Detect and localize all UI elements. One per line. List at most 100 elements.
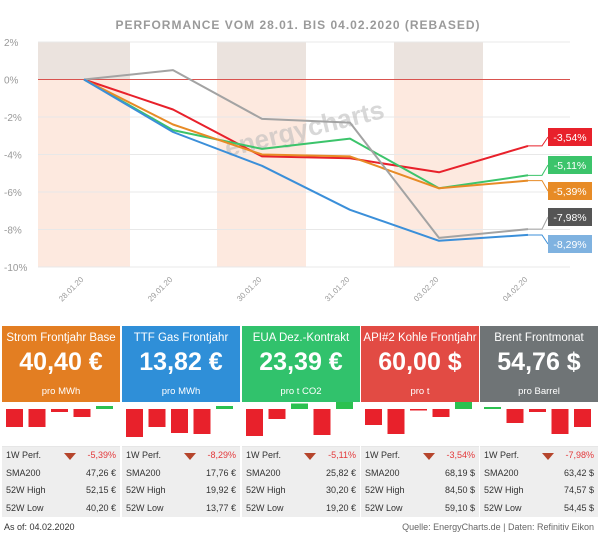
spark-bar xyxy=(193,409,211,434)
card-unit: pro MWh xyxy=(41,386,81,397)
performance-chart: PERFORMANCE VOM 28.01. BIS 04.02.2020 (R… xyxy=(4,18,592,304)
card-price: 60,00 $ xyxy=(378,348,462,376)
card-header: Brent Frontmonat 54,76 $ pro Barrel xyxy=(480,326,598,402)
down-triangle-icon xyxy=(423,453,435,460)
label-connector xyxy=(528,164,549,176)
end-label-text: -5,11% xyxy=(554,160,587,172)
y-tick-label: 0% xyxy=(4,76,19,87)
spark-bar xyxy=(126,409,143,437)
high-value: 19,92 € xyxy=(205,485,236,495)
perf-value: -8,29% xyxy=(207,450,236,460)
card-header: Strom Frontjahr Base 40,40 € pro MWh xyxy=(2,326,120,402)
card-title: API#2 Kohle Frontjahr xyxy=(363,332,477,344)
card-header: TTF Gas Frontjahr 13,82 € pro MWh xyxy=(122,326,240,402)
x-axis-ticks: 28.01.20 29.01.20 30.01.20 31.01.20 03.02.20… xyxy=(57,275,530,304)
y-tick-label: -2% xyxy=(4,113,22,124)
spark-bar xyxy=(455,402,472,409)
card-stats: 1W Perf. -5,11% SMA200 25,82 € 52W High 30,… xyxy=(242,447,360,517)
perf-row: 1W Perf. -5,11% xyxy=(242,447,360,465)
perf-value: -5,39% xyxy=(87,450,116,460)
low-row: 52W Low 40,20 € xyxy=(2,500,120,518)
background-bands xyxy=(38,42,483,267)
card-header: API#2 Kohle Frontjahr 60,00 $ pro t xyxy=(361,326,479,402)
low-row: 52W Low 59,10 $ xyxy=(361,500,479,518)
card-stats: 1W Perf. -3,54% SMA200 68,19 $ 52W High 84,… xyxy=(361,447,479,517)
sma-label: SMA200 xyxy=(365,467,400,478)
card-sparkbars xyxy=(2,402,120,447)
end-label-text: -8,29% xyxy=(553,239,586,251)
low-value: 19,20 € xyxy=(325,502,356,513)
card-unit: pro t xyxy=(410,386,430,397)
perf-row: 1W Perf. -5,39% xyxy=(2,447,120,465)
spark-bar xyxy=(268,409,286,419)
sma-value: 17,76 € xyxy=(205,467,236,478)
down-triangle-icon xyxy=(304,453,316,460)
spark-bar xyxy=(410,409,427,411)
card-price: 13,82 € xyxy=(139,348,223,376)
high-row: 52W High 30,20 € xyxy=(242,482,360,500)
high-value: 84,50 $ xyxy=(444,485,475,495)
spark-bar xyxy=(148,409,166,427)
down-triangle-icon xyxy=(184,453,196,460)
sma-label: SMA200 xyxy=(126,467,161,478)
sma-row: SMA200 25,82 € xyxy=(242,465,360,483)
sma-value: 63,42 $ xyxy=(563,467,594,478)
high-value: 30,20 € xyxy=(325,485,356,495)
card-api2-kohle: API#2 Kohle Frontjahr 60,00 $ pro t 1W P… xyxy=(361,326,479,517)
perf-label: 1W Perf. xyxy=(246,450,282,460)
band-0 xyxy=(38,79,130,267)
y-tick-label: 2% xyxy=(4,38,19,49)
source-note: Quelle: EnergyCharts.de | Daten: Refinit… xyxy=(402,522,594,532)
end-label-box xyxy=(548,128,592,146)
perf-label: 1W Perf. xyxy=(6,450,42,460)
y-axis-ticks: 2% 0% -2% -4% -6% -8% -10% xyxy=(4,38,27,274)
x-tick-label: 31.01.20 xyxy=(323,275,352,304)
band-top-1 xyxy=(217,42,306,80)
spark-bar xyxy=(216,406,233,409)
card-sparkbars xyxy=(361,402,479,447)
end-label-box xyxy=(548,235,592,253)
as-of-date: As of: 04.02.2020 xyxy=(4,522,75,532)
spark-bar xyxy=(291,403,308,409)
sma-label: SMA200 xyxy=(246,467,281,478)
low-value: 40,20 € xyxy=(85,502,116,513)
band-top-2 xyxy=(394,42,483,80)
end-label-text: -5,39% xyxy=(553,186,586,198)
high-row: 52W High 52,15 € xyxy=(2,482,120,500)
series-line-4 xyxy=(83,78,529,242)
y-tick-label: -4% xyxy=(4,151,22,162)
x-tick-label: 30.01.20 xyxy=(235,275,264,304)
low-value: 13,77 € xyxy=(205,502,236,513)
spark-bar xyxy=(551,409,569,434)
sma-label: SMA200 xyxy=(484,467,519,478)
low-label: 52W Low xyxy=(484,502,522,513)
sma-value: 68,19 $ xyxy=(444,467,475,478)
series-line-0 xyxy=(83,78,529,174)
label-connector xyxy=(528,216,549,230)
y-tick-label: -10% xyxy=(4,263,27,274)
card-sparkbars xyxy=(480,402,598,447)
high-row: 52W High 19,92 € xyxy=(122,482,240,500)
series-line-2 xyxy=(83,78,529,190)
spark-bar xyxy=(313,409,331,435)
low-label: 52W Low xyxy=(246,502,284,513)
high-row: 52W High 74,57 $ xyxy=(480,482,598,500)
sma-row: SMA200 68,19 $ xyxy=(361,465,479,483)
x-tick-label: 03.02.20 xyxy=(412,275,441,304)
perf-row: 1W Perf. -7,98% xyxy=(480,447,598,465)
spark-bar xyxy=(432,409,450,417)
sma-value: 47,26 € xyxy=(85,467,116,478)
low-row: 52W Low 19,20 € xyxy=(242,500,360,518)
down-triangle-icon xyxy=(64,453,76,460)
card-stats: 1W Perf. -7,98% SMA200 63,42 $ 52W High 74,… xyxy=(480,447,598,517)
sma-label: SMA200 xyxy=(6,467,41,478)
spark-bar xyxy=(387,409,405,434)
sma-row: SMA200 47,26 € xyxy=(2,465,120,483)
high-label: 52W High xyxy=(6,485,46,495)
perf-row: 1W Perf. -8,29% xyxy=(122,447,240,465)
spark-bar xyxy=(506,409,524,423)
high-label: 52W High xyxy=(365,485,405,495)
low-value: 59,10 $ xyxy=(444,502,475,513)
card-ttf-gas: TTF Gas Frontjahr 13,82 € pro MWh 1W Per… xyxy=(122,326,240,517)
card-title: TTF Gas Frontjahr xyxy=(133,332,229,344)
